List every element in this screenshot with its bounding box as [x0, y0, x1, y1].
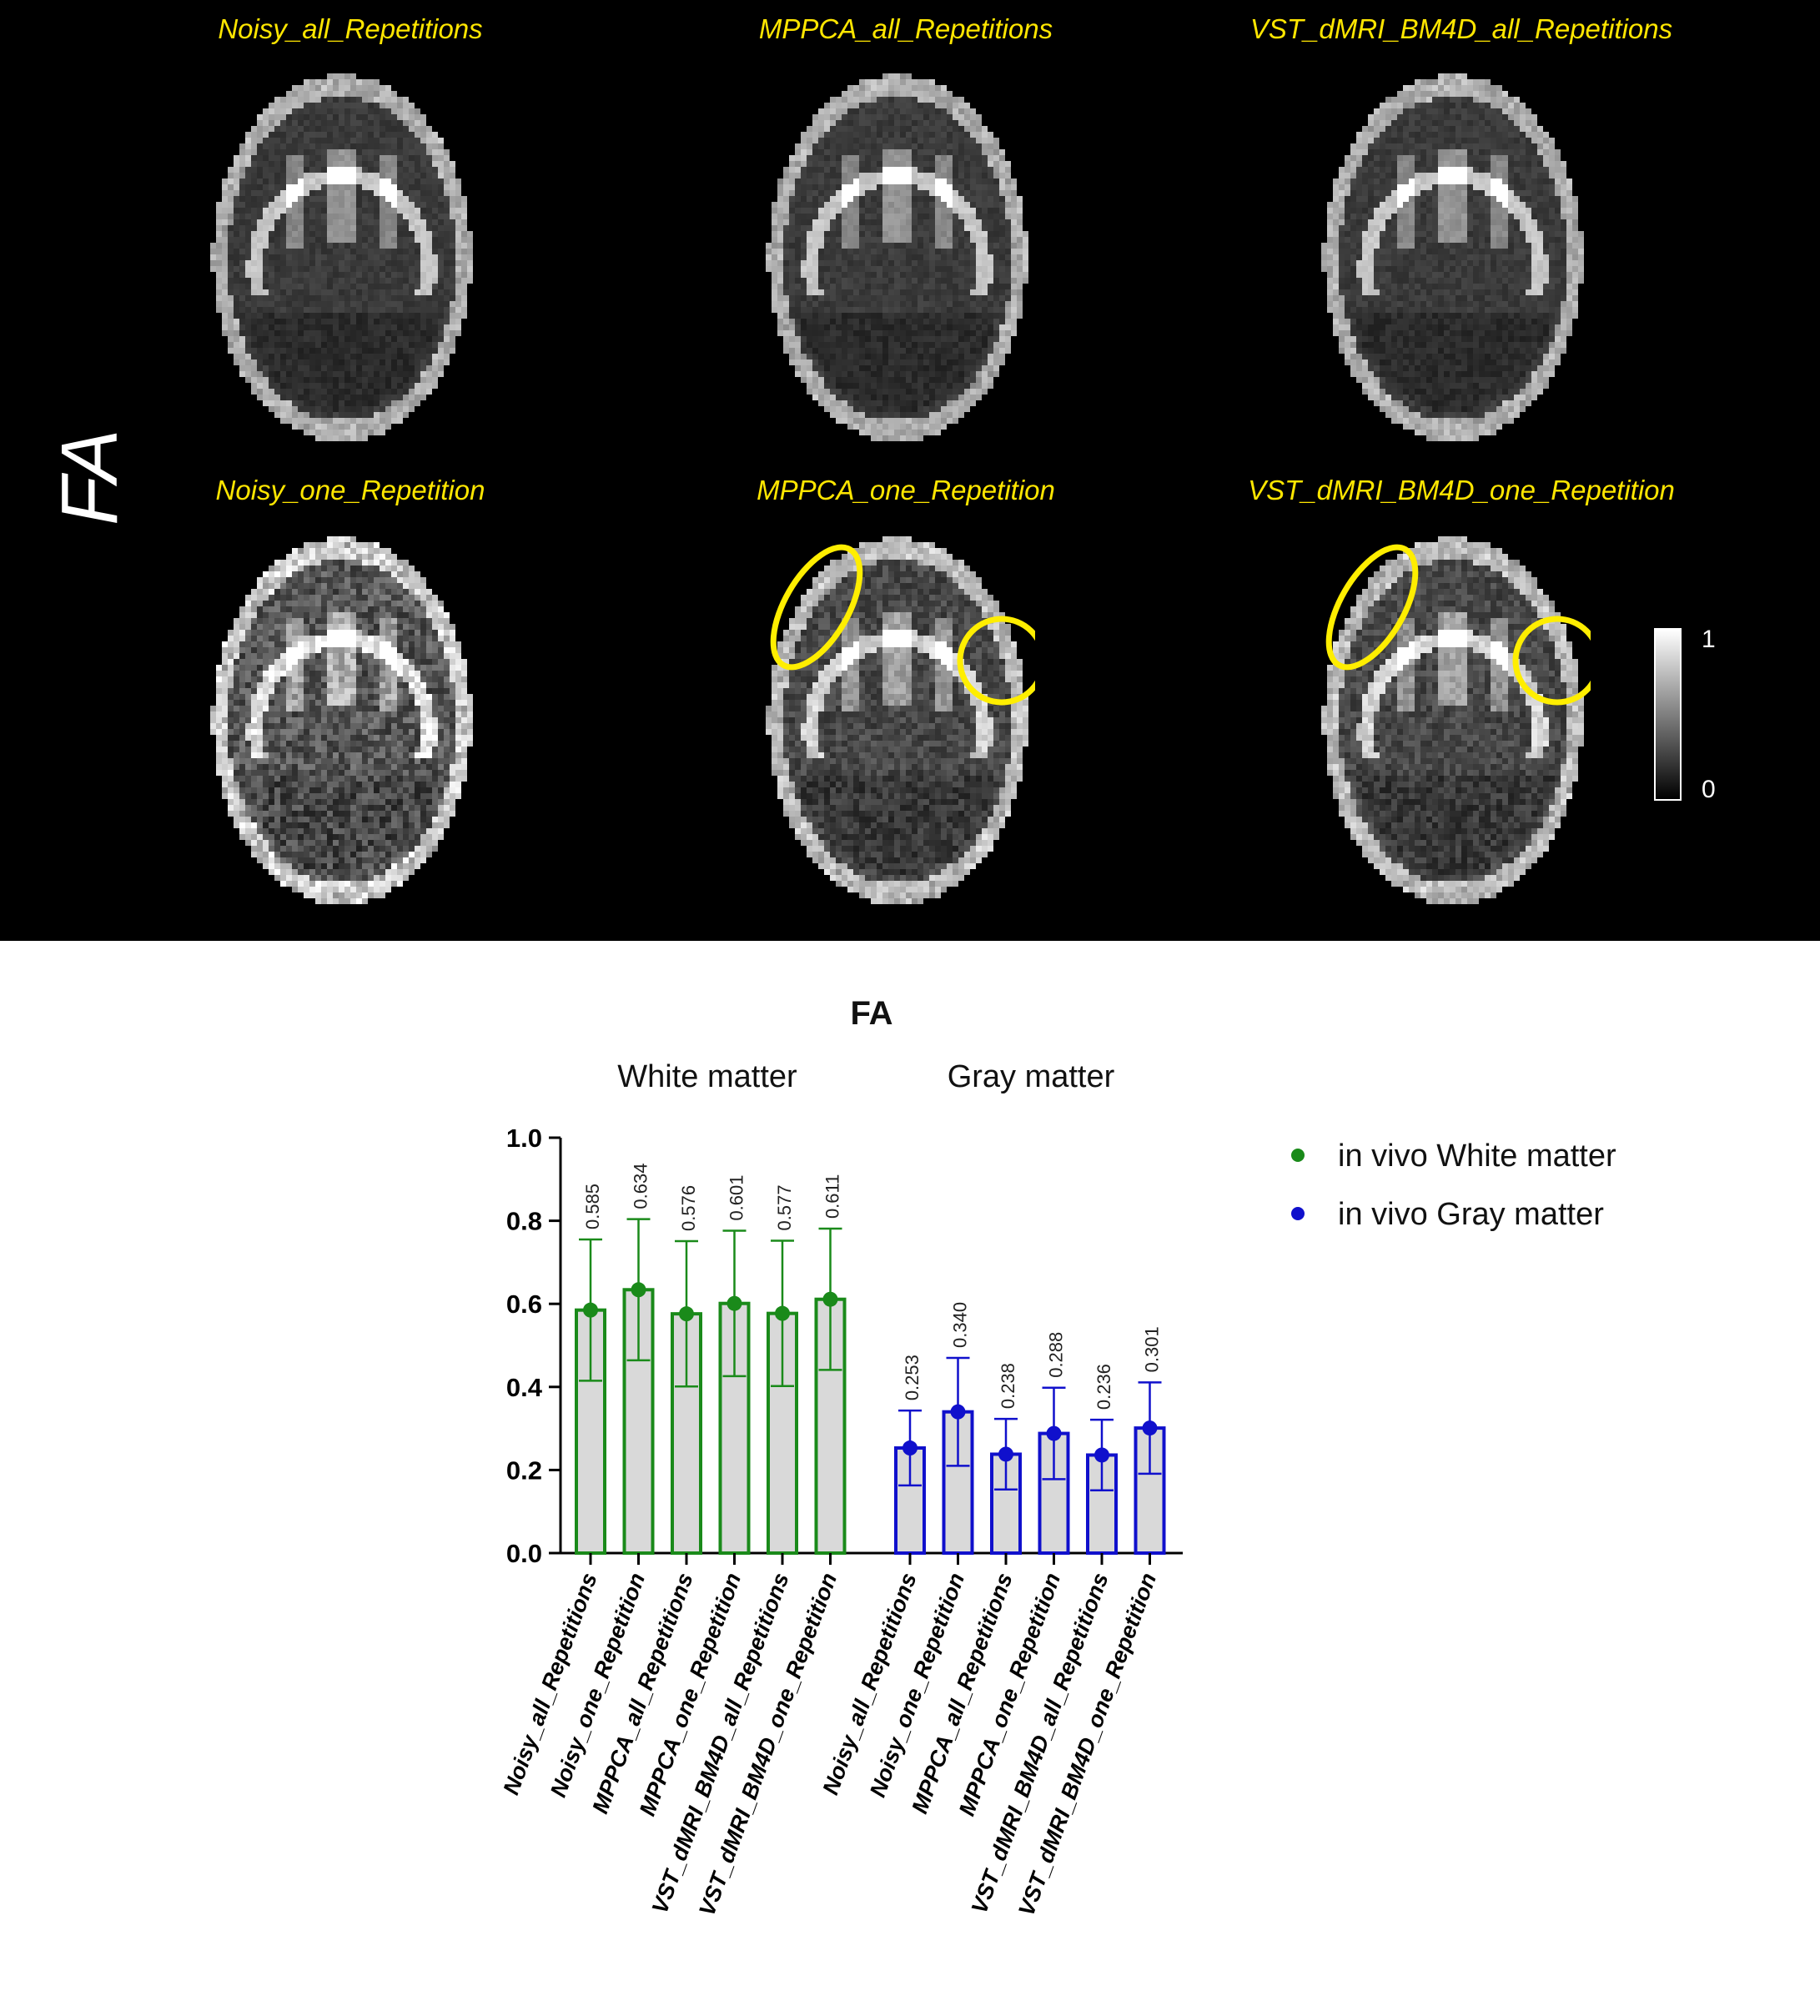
- data-point: [1094, 1447, 1109, 1463]
- fa-map-noisy-one: [204, 513, 480, 922]
- data-point: [950, 1404, 966, 1420]
- colorbar: [1654, 628, 1682, 801]
- bar: [1086, 1453, 1118, 1555]
- value-label: 0.253: [902, 1355, 923, 1400]
- y-tick-label: 0.4: [506, 1373, 543, 1402]
- legend-label-white: in vivo White matter: [1338, 1139, 1616, 1174]
- group-label-1: Gray matter: [948, 1059, 1115, 1094]
- data-point: [822, 1291, 838, 1307]
- legend-item-gray-matter: in vivo Gray matter: [1291, 1196, 1604, 1233]
- panel-title-1: Noisy_all_Repetitions: [218, 13, 483, 44]
- legend-marker-white: [1291, 1148, 1305, 1162]
- data-point: [1142, 1420, 1158, 1436]
- data-point: [998, 1446, 1013, 1462]
- highlight-ellipse: [770, 544, 863, 671]
- data-point: [1046, 1425, 1062, 1441]
- highlight-circle: [1512, 616, 1591, 706]
- legend-item-white-matter: in vivo White matter: [1291, 1138, 1616, 1174]
- brain-image: [1321, 73, 1584, 441]
- y-tick-label: 1.0: [506, 1124, 542, 1153]
- value-label: 0.238: [998, 1363, 1018, 1409]
- bar: [814, 1297, 847, 1555]
- panel-title-4: Noisy_one_Repetition: [215, 475, 485, 505]
- y-tick-label: 0.0: [506, 1539, 542, 1568]
- panel-title-2: MPPCA_all_Repetitions: [758, 13, 1053, 44]
- data-point: [679, 1306, 694, 1322]
- legend-label-gray: in vivo Gray matter: [1338, 1197, 1604, 1232]
- panel-title-6: VST_dMRI_BM4D_one_Repetition: [1248, 475, 1675, 505]
- brain-image: [210, 536, 473, 904]
- value-label: 0.577: [774, 1184, 795, 1230]
- chart-title: FA: [850, 995, 892, 1032]
- data-point: [775, 1305, 790, 1321]
- brain-image: [766, 536, 1035, 904]
- value-label: 0.576: [678, 1185, 699, 1231]
- panel-title-3: VST_dMRI_BM4D_all_Repetitions: [1249, 13, 1673, 44]
- fa-map-panel: FA Noisy_all_Repetitions MPPCA_all_Repet…: [0, 0, 1820, 941]
- data-point: [902, 1440, 918, 1456]
- highlight-ellipse: [1325, 544, 1419, 671]
- y-tick-label: 0.2: [506, 1455, 542, 1485]
- fa-map-mppca-all: [760, 50, 1035, 459]
- colorbar-max-label: 1: [1702, 626, 1716, 653]
- fa-map-vst-one: [1315, 513, 1591, 922]
- brain-image: [210, 73, 473, 441]
- data-point: [583, 1302, 598, 1318]
- value-label: 0.236: [1094, 1364, 1114, 1410]
- y-tick-label: 0.8: [506, 1207, 542, 1236]
- brain-image: [766, 73, 1028, 441]
- value-label: 0.301: [1142, 1326, 1163, 1372]
- panel-title-5: MPPCA_one_Repetition: [757, 475, 1055, 505]
- fa-map-noisy-all: [204, 50, 480, 459]
- fa-map-vst-all: [1315, 50, 1591, 459]
- data-point: [631, 1282, 646, 1298]
- chart-canvas: FA White matter Gray matter 0.0 0.2 0.4 0.6 0.8…: [498, 995, 1183, 1919]
- highlight-circle: [957, 616, 1035, 706]
- value-label: 0.634: [631, 1164, 651, 1209]
- fa-map-mppca-one: [760, 513, 1035, 922]
- colorbar-min-label: 0: [1702, 776, 1716, 803]
- brain-image: [1321, 536, 1591, 904]
- y-tick-label: 0.6: [506, 1290, 542, 1319]
- group-label-0: White matter: [617, 1059, 797, 1094]
- data-point: [726, 1295, 742, 1311]
- value-label: 0.288: [1046, 1332, 1067, 1378]
- legend-marker-gray: [1291, 1206, 1305, 1220]
- value-label: 0.601: [726, 1174, 747, 1220]
- value-label: 0.611: [822, 1174, 843, 1219]
- value-label: 0.585: [582, 1184, 603, 1229]
- value-label: 0.340: [950, 1302, 971, 1348]
- fa-bar-chart: FA White matter Gray matter 0.0 0.2 0.4 0.6 0.8…: [0, 941, 1820, 2016]
